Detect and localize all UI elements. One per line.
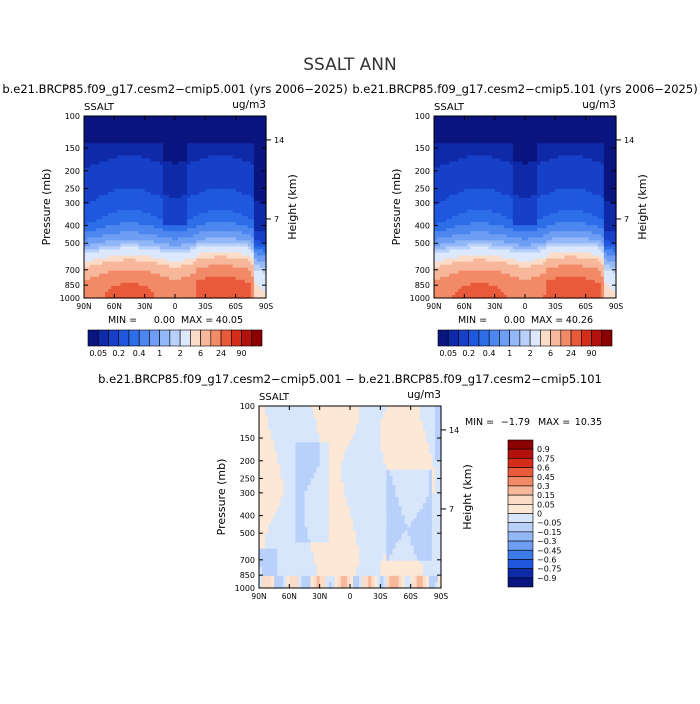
panel-left: b.e21.BRCP85.f09_g17.cesm2−cmip5.001 (yr… [2,82,347,358]
colorbar-swatch [211,330,221,346]
colorbar: 0.05 0.2 0.4 1 2 6 24 90 [88,330,262,358]
colorbar-label: 0.05 [89,349,107,358]
x-tick-label: 60N [107,302,122,311]
y2-axis-label: Height (km) [286,174,299,240]
y-tick-label: 500 [65,239,80,248]
colorbar-swatch [221,330,231,346]
colorbar-label: 6 [198,349,203,358]
x-tick-label: 90S [259,302,274,311]
x-tick-label: 30N [137,302,152,311]
colorbar-label: 2 [178,349,183,358]
colorbar-swatch [160,330,170,346]
colorbar-swatch [149,330,159,346]
y-axis-label: Pressure (mb) [40,169,53,246]
y-tick-label: 700 [65,266,80,275]
max-label: MAX = [181,315,213,326]
colorbar-label: 90 [236,349,246,358]
heatmap-plot [434,116,617,299]
x-tick-label: 90N [76,302,91,311]
panel-right: b.e21.BRCP85.f09_g17.cesm2−cmip5.101 (yr… [352,82,697,358]
y-tick-label: 850 [65,281,80,290]
colorbar-swatch [242,330,252,346]
y2-axis: 14 7 [266,136,284,224]
colorbar-swatch [129,330,139,346]
y-tick-label: 150 [65,144,80,153]
y-tick-label: 300 [65,199,80,208]
panel-title: b.e21.BRCP85.f09_g17.cesm2−cmip5.001 (yr… [2,82,347,96]
colorbar-swatch [170,330,180,346]
colorbar-swatch [88,330,98,346]
y2-tick-label: 7 [274,215,279,224]
panel-title: b.e21.BRCP85.f09_g17.cesm2−cmip5.101 (yr… [352,82,697,96]
colorbar-swatch [139,330,149,346]
colorbar-label: 0.2 [112,349,125,358]
max-value: 40.05 [216,315,243,326]
colorbar-swatch [108,330,118,346]
y-tick-label: 250 [65,184,80,193]
min-label: MIN = [108,315,137,326]
figure-title: SSALT ANN [303,55,397,75]
y-tick-label: 400 [65,222,80,231]
colorbar-label: 0.4 [133,349,146,358]
colorbar-label: 1 [157,349,162,358]
units-label: ug/m3 [232,99,266,111]
units-label: ug/m3 [582,99,616,111]
colorbar-swatch [180,330,190,346]
x-tick-label: 60S [229,302,244,311]
x-tick-label: 30S [198,302,213,311]
heatmap-plot [84,116,267,299]
y2-tick-label: 14 [274,136,284,145]
colorbar-swatch [201,330,211,346]
colorbar-swatch [119,330,129,346]
variable-label: SSALT [434,102,465,113]
min-value: 0.00 [154,315,175,326]
x-tick-label: 0 [173,302,178,311]
y-tick-label: 200 [65,167,80,176]
colorbar-swatch [98,330,108,346]
colorbar-swatch [252,330,262,346]
colorbar-swatch [231,330,241,346]
y-tick-label: 100 [65,112,80,121]
colorbar-label: 24 [216,349,226,358]
colorbar-swatch [190,330,200,346]
variable-label: SSALT [84,102,115,113]
